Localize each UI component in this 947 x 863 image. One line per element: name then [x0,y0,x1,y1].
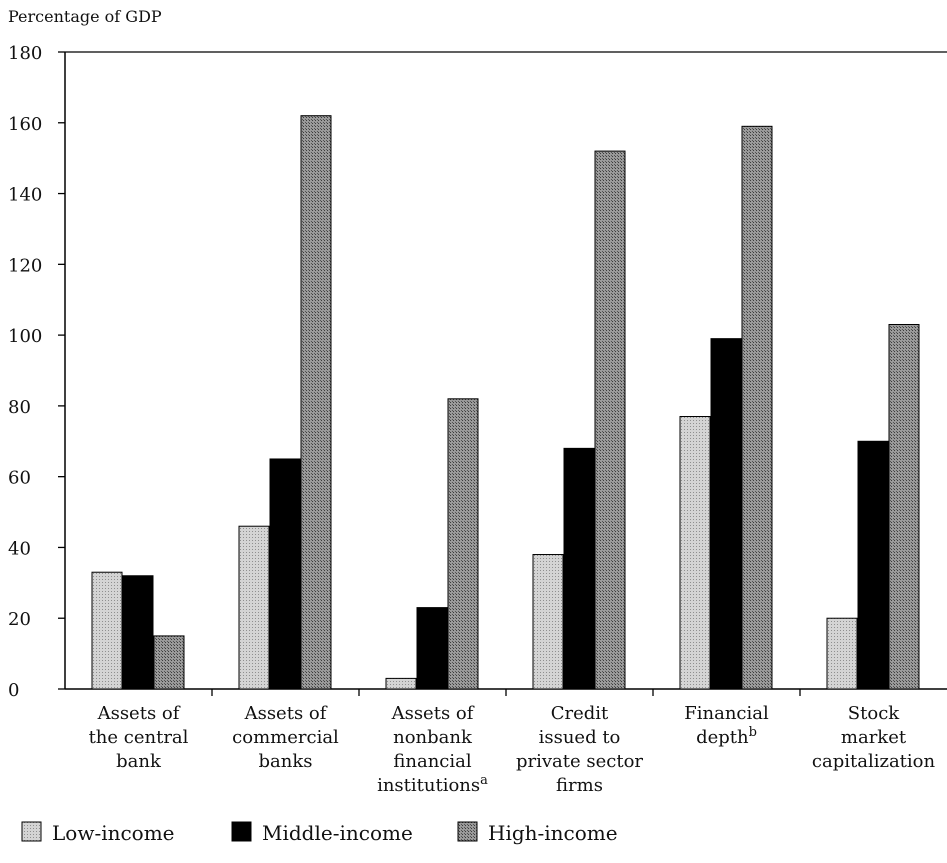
bar [679,416,711,690]
bar [300,115,332,690]
legend-swatch [21,821,42,842]
y-tick-label: 60 [8,468,31,489]
category-label: private sector [516,751,643,772]
bar [826,617,858,690]
category-label: Assets of [244,703,328,724]
y-tick-label: 20 [8,609,31,630]
bar [153,635,185,690]
category-label: issued to [539,727,621,748]
category-label: Stock [848,703,900,724]
category-label: Financial [684,703,769,724]
bar [269,458,301,690]
legend-label: Low-income [52,821,175,845]
category-label: firms [556,775,603,796]
bar [563,447,595,690]
legend-label: High-income [488,821,618,845]
y-axis-label: Percentage of GDP [8,7,162,26]
bar [532,554,564,690]
y-tick-label: 40 [8,538,31,559]
bar [857,440,889,690]
y-tick-label: 160 [8,114,42,135]
bar [91,571,123,690]
bar [741,125,773,690]
category-label: Assets of [97,703,181,724]
x-categories: Assets of the central bank Assets of commerc… [89,689,936,796]
category-label: nonbank [393,727,473,748]
y-ticks: 0 20 40 60 80 100 120 140 160 180 [8,43,65,701]
category-label: bank [116,751,162,772]
y-tick-label: 100 [8,326,42,347]
bar [888,323,920,690]
category-label: banks [259,751,313,772]
category-label: the central [89,727,189,748]
bar [447,398,479,690]
bar [416,607,448,690]
category-label: Credit [551,703,609,724]
bars [91,115,920,690]
category-label: financial [393,751,471,772]
bar [238,525,270,690]
bar [594,150,626,690]
bar [385,677,417,690]
category-label: capitalization [812,751,936,772]
legend-label: Middle-income [262,821,413,845]
category-label: depthb [696,725,757,748]
bar [122,575,154,690]
category-label: Assets of [391,703,475,724]
category-label: institutionsa [377,773,488,796]
y-tick-label: 80 [8,397,31,418]
y-tick-label: 0 [8,680,19,701]
y-tick-label: 120 [8,255,42,276]
category-label: commercial [232,727,339,748]
bar [710,338,742,690]
y-tick-label: 180 [8,43,42,64]
axes [64,51,947,690]
y-tick-label: 140 [8,185,42,206]
legend-swatch [457,821,478,842]
category-label: market [841,727,907,748]
legend: Low-income Middle-income High-income [21,821,618,845]
legend-swatch [231,821,252,842]
